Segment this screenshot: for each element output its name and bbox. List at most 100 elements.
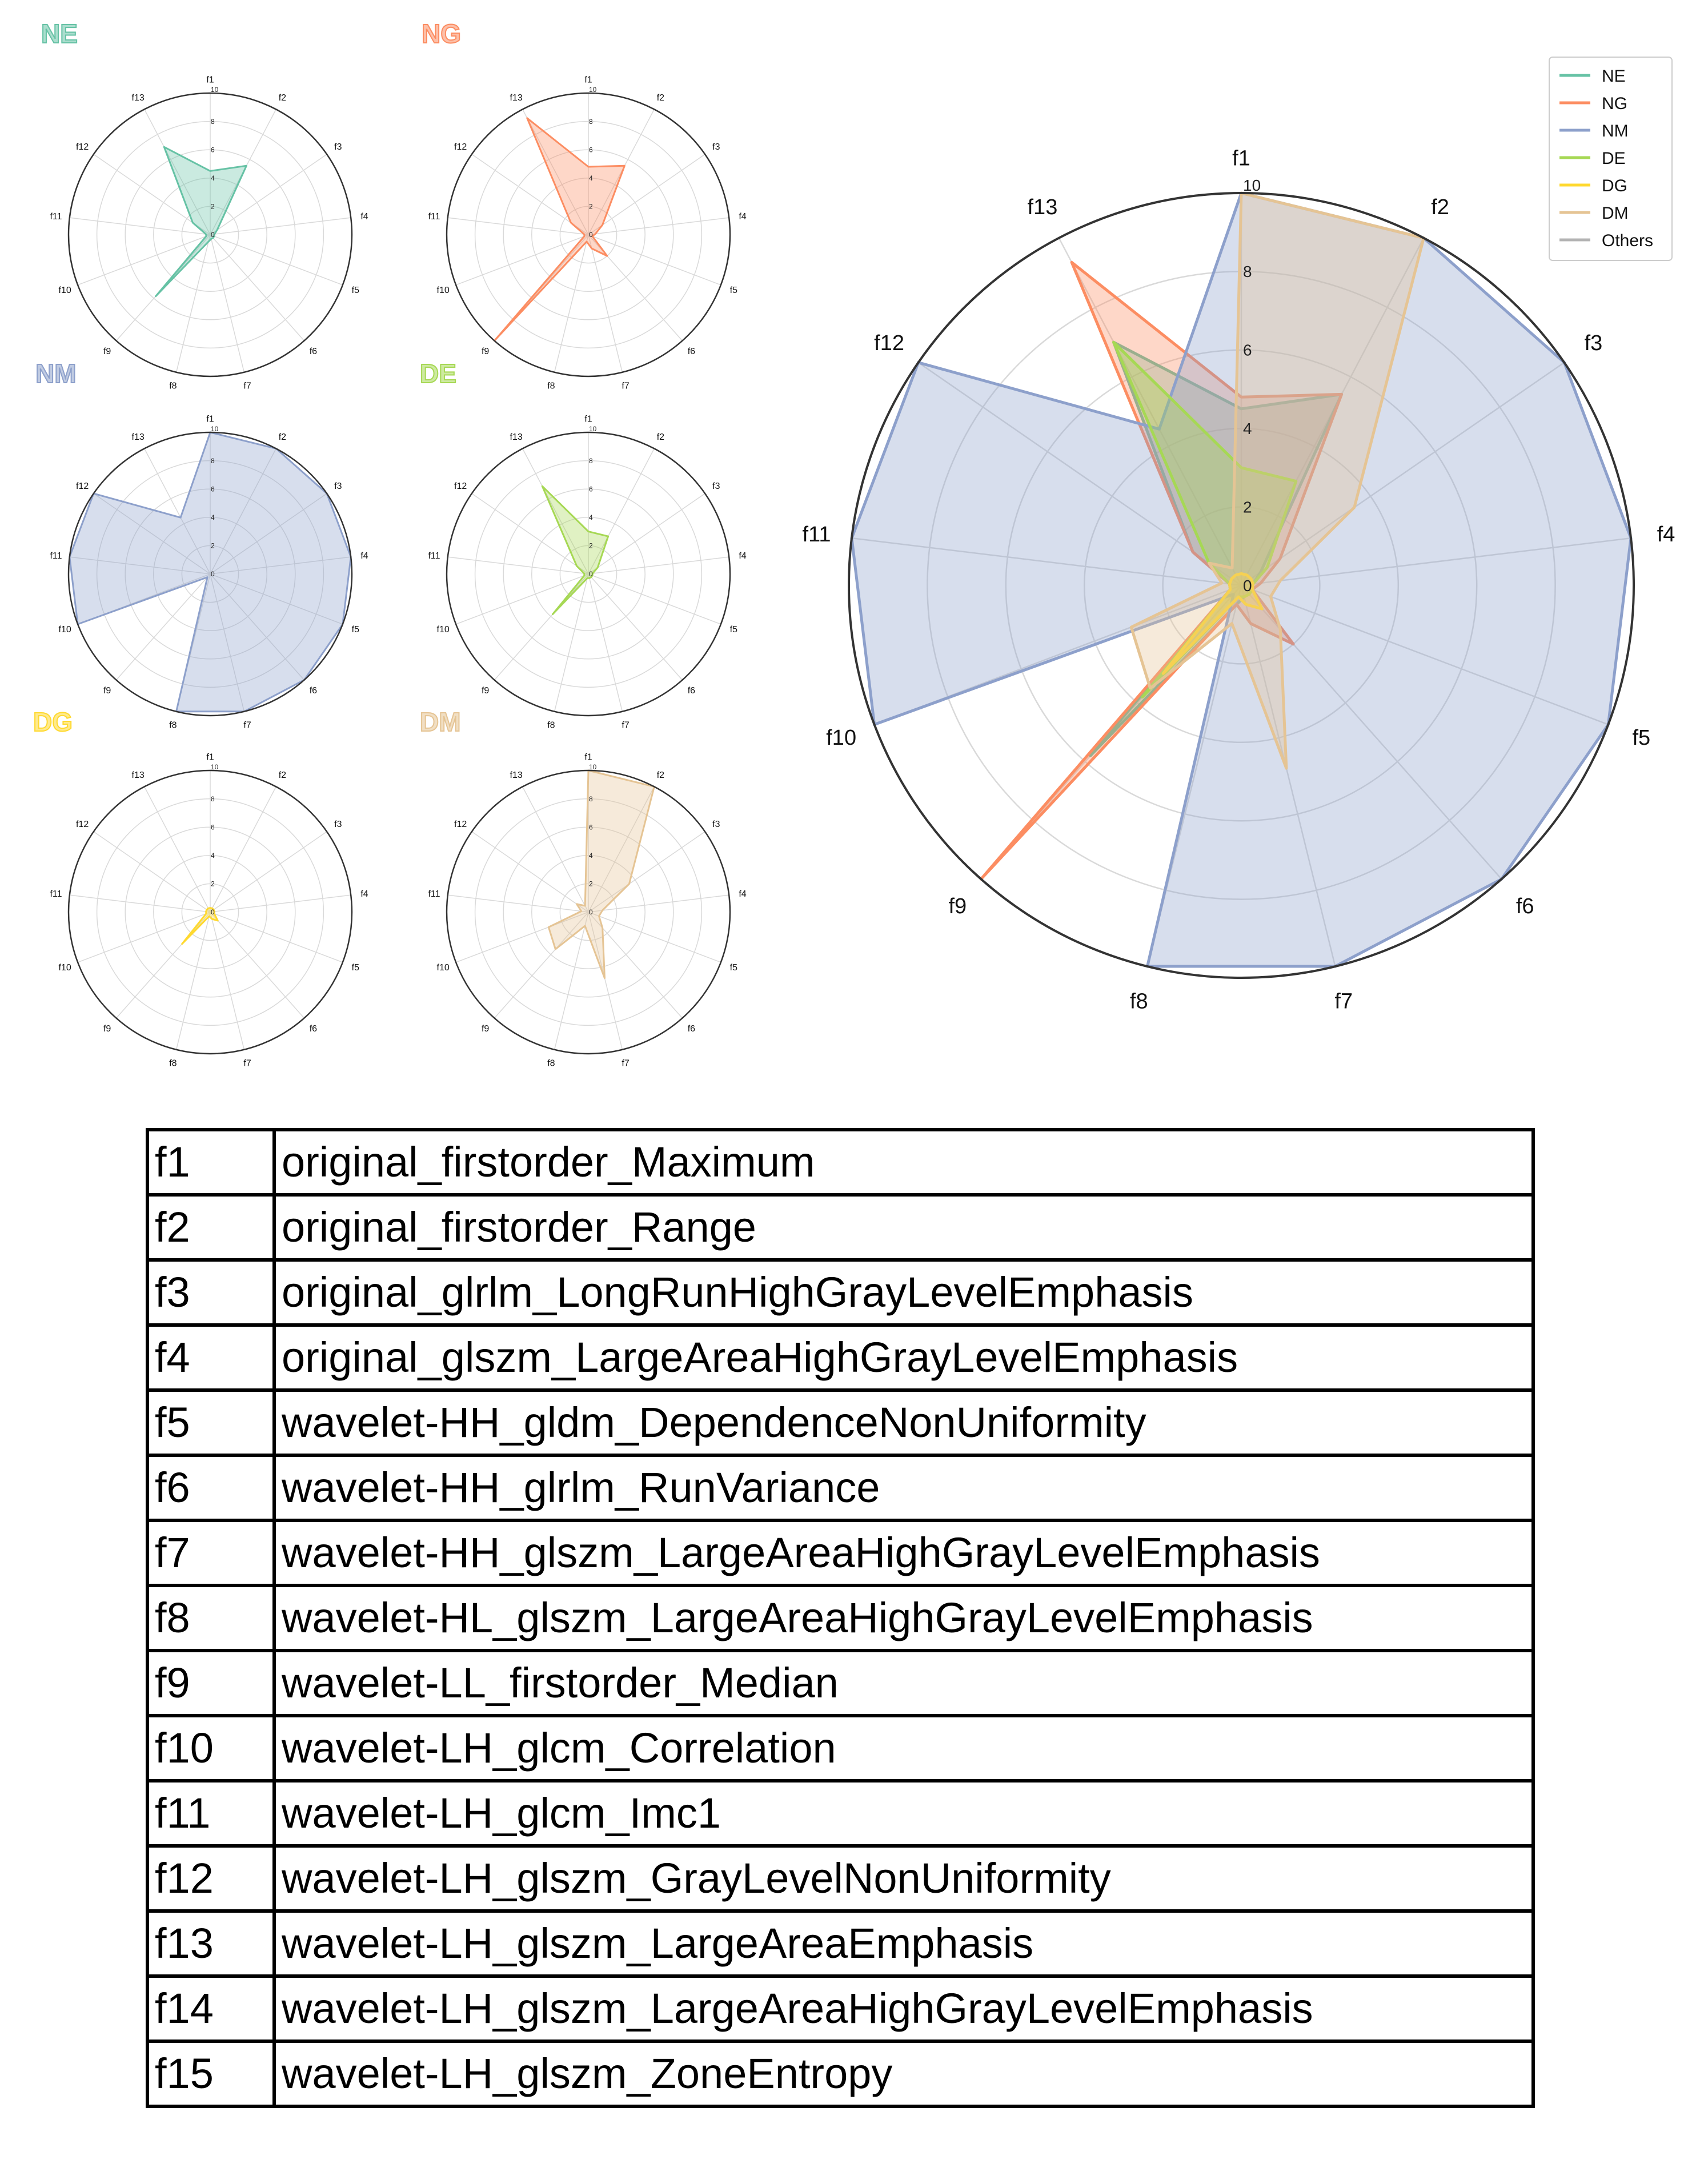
axis-label-f5: f5	[730, 625, 737, 635]
grid-spoke	[588, 493, 705, 575]
axis-label-f10: f10	[437, 625, 450, 635]
grid-spoke	[471, 154, 589, 235]
grid-spoke	[588, 786, 655, 913]
axis-label-f5: f5	[352, 286, 359, 295]
axis-label-f9: f9	[948, 894, 967, 918]
table-row: f1 original_firstorder_Maximum	[146, 1128, 1535, 1197]
axis-label-f9: f9	[103, 347, 111, 356]
radial-tick-label: 4	[589, 852, 593, 860]
panel-title-DG: DG	[33, 707, 73, 737]
axis-label-f10: f10	[59, 963, 71, 973]
feature-code: f15	[146, 2040, 276, 2108]
feature-code: f4	[146, 1323, 276, 1392]
outer-ring	[446, 431, 731, 717]
grid-spoke	[588, 573, 683, 681]
axis-label-f1: f1	[1232, 146, 1250, 170]
feature-code: f13	[146, 1909, 276, 1978]
grid-spoke	[1058, 238, 1242, 586]
radial-tick-label: 2	[211, 203, 215, 211]
axis-label-f12: f12	[76, 820, 89, 829]
axis-label-f13: f13	[1028, 195, 1058, 219]
grid-spoke	[93, 154, 211, 235]
radial-tick-label: 2	[589, 203, 593, 211]
table-row: f5 wavelet-HH_gldm_DependenceNonUniformit…	[146, 1388, 1535, 1457]
grid-spoke	[588, 831, 705, 913]
axis-label-f13: f13	[131, 93, 144, 103]
axis-label-f11: f11	[802, 523, 831, 547]
axis-label-f11: f11	[428, 889, 440, 899]
radial-tick-label: 6	[589, 823, 593, 831]
axis-label-f6: f6	[1516, 894, 1534, 918]
grid-spoke	[447, 894, 589, 913]
grid-spoke	[210, 912, 305, 1019]
grid-spoke	[554, 234, 589, 372]
radial-tick-label: 10	[211, 425, 219, 433]
radial-tick-label: 10	[211, 763, 219, 771]
feature-name: wavelet-LH_glszm_GrayLevelNonUniformity	[272, 1844, 1535, 1913]
axis-label-f3: f3	[1585, 331, 1603, 355]
radial-tick-label: 0	[589, 908, 593, 916]
feature-code: f12	[146, 1844, 276, 1913]
axis-label-f7: f7	[243, 382, 251, 391]
series-DE-area	[541, 485, 610, 615]
axis-label-f6: f6	[688, 686, 695, 696]
axis-label-f8: f8	[169, 721, 177, 730]
axis-label-f2: f2	[279, 93, 286, 103]
axis-label-f12: f12	[76, 481, 89, 491]
radar-figure: 0246810f1f2f3f4f5f6f7f8f9f10f11f12f13NE0…	[33, 18, 1675, 1069]
radial-tick-label: 0	[589, 231, 593, 239]
axis-label-f4: f4	[360, 889, 368, 899]
series-NE-area	[155, 146, 247, 298]
radial-tick-label: 2	[589, 542, 593, 550]
grid-spoke	[93, 831, 211, 913]
axis-label-f7: f7	[1334, 990, 1353, 1014]
axis-label-f8: f8	[169, 382, 177, 391]
legend-label-DE: DE	[1602, 149, 1626, 168]
grid-spoke	[588, 234, 721, 286]
table-row: f8 wavelet-HL_glszm_LargeAreaHighGrayLeve…	[146, 1584, 1535, 1652]
feature-code: f5	[146, 1388, 276, 1457]
axis-label-f9: f9	[103, 686, 111, 696]
feature-name: wavelet-LH_glcm_Correlation	[272, 1714, 1535, 1782]
axis-label-f1: f1	[584, 75, 592, 85]
axis-label-f4: f4	[1657, 523, 1675, 547]
axis-label-f10: f10	[59, 286, 71, 295]
radial-tick-label: 2	[589, 880, 593, 888]
grid-spoke	[210, 217, 351, 235]
radial-tick-label: 6	[211, 485, 215, 493]
axis-label-f4: f4	[360, 212, 368, 222]
grid-spoke	[210, 573, 305, 681]
axis-label-f8: f8	[169, 1059, 177, 1069]
axis-label-f5: f5	[1632, 726, 1650, 750]
axis-label-f3: f3	[334, 481, 342, 491]
table-row: f12 wavelet-LH_glszm_GrayLevelNonUniformi…	[146, 1844, 1535, 1913]
feature-name: wavelet-HH_glrlm_RunVariance	[272, 1454, 1535, 1522]
axis-label-f6: f6	[310, 347, 317, 356]
axis-label-f7: f7	[622, 1059, 629, 1069]
radial-tick-label: 10	[1243, 176, 1261, 194]
radial-tick-label: 6	[211, 146, 215, 154]
axis-label-f3: f3	[334, 142, 342, 152]
axis-label-f7: f7	[622, 382, 629, 391]
grid-spoke	[471, 831, 589, 913]
series-NG-area	[494, 117, 626, 342]
grid-spoke	[447, 556, 589, 575]
feature-code: f7	[146, 1519, 276, 1587]
grid-spoke	[917, 362, 1242, 587]
axis-label-f6: f6	[688, 347, 695, 356]
grid-spoke	[210, 894, 351, 913]
feature-code: f2	[146, 1193, 276, 1262]
feature-name: wavelet-HH_gldm_DependenceNonUniformity	[272, 1388, 1535, 1457]
feature-code: f10	[146, 1714, 276, 1782]
grid-spoke	[588, 448, 655, 575]
feature-code: f14	[146, 1974, 276, 2043]
axis-label-f12: f12	[454, 142, 467, 152]
grid-spoke	[588, 573, 721, 625]
axis-label-f10: f10	[437, 963, 450, 973]
series-DM-area	[547, 769, 655, 979]
axis-label-f1: f1	[584, 753, 592, 762]
axis-label-f1: f1	[206, 75, 214, 85]
